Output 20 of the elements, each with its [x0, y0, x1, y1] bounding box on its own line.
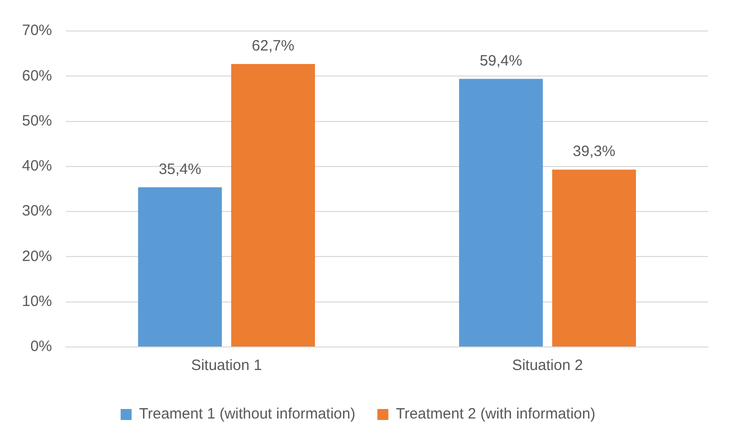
bar — [138, 187, 222, 346]
data-label: 35,4% — [158, 160, 202, 178]
y-tick-label: 20% — [22, 248, 52, 265]
bar — [552, 170, 636, 346]
y-tick-label: 70% — [22, 22, 52, 40]
y-tick-label: 60% — [22, 67, 52, 84]
y-tick-label: 30% — [22, 202, 52, 220]
bar — [231, 64, 315, 346]
legend-label: Treatment 2 (with information) — [396, 406, 596, 423]
y-tick-label: 40% — [22, 158, 52, 175]
x-tick-label: Situation 2 — [512, 357, 583, 374]
bar — [459, 78, 543, 346]
data-label: 39,3% — [572, 143, 616, 160]
data-label: 62,7% — [252, 38, 294, 55]
legend-label: Treament 1 (without information) — [139, 406, 356, 423]
y-tick-label: 50% — [22, 112, 52, 130]
y-tick-label: 0% — [30, 338, 52, 356]
y-tick-label: 10% — [22, 293, 52, 310]
x-tick-label: Situation 1 — [191, 357, 262, 374]
data-label: 59,4% — [480, 52, 522, 70]
